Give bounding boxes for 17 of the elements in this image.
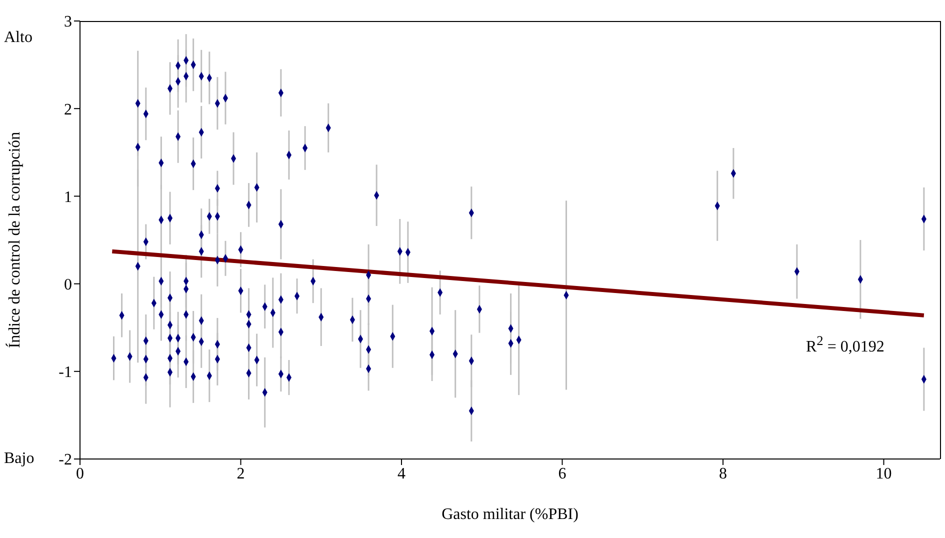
- y-tick-label: 0: [64, 276, 72, 294]
- x-axis-title: Gasto militar (%PBI): [442, 506, 578, 523]
- text: Alto: [4, 29, 32, 47]
- y-tick-label: 2: [64, 101, 72, 118]
- text: Bajo: [4, 450, 34, 468]
- x-tick-label: 4: [397, 465, 406, 482]
- x-tick-label: 0: [76, 465, 84, 482]
- x-tick-label: 10: [876, 465, 892, 482]
- y-axis-title: Índice de control de la corrupción: [6, 132, 24, 348]
- y-tick-label: 3: [64, 14, 72, 31]
- x-tick-label: 6: [558, 465, 566, 482]
- annotation: R$^{2}$ = 0,0192: [806, 332, 884, 356]
- y-tick-label: 1: [64, 188, 72, 206]
- x-tick-label: 2: [236, 465, 245, 482]
- y-tick-label: -1: [58, 364, 72, 382]
- y-tick-label: -2: [58, 452, 72, 469]
- x-tick-label: 8: [718, 465, 727, 482]
